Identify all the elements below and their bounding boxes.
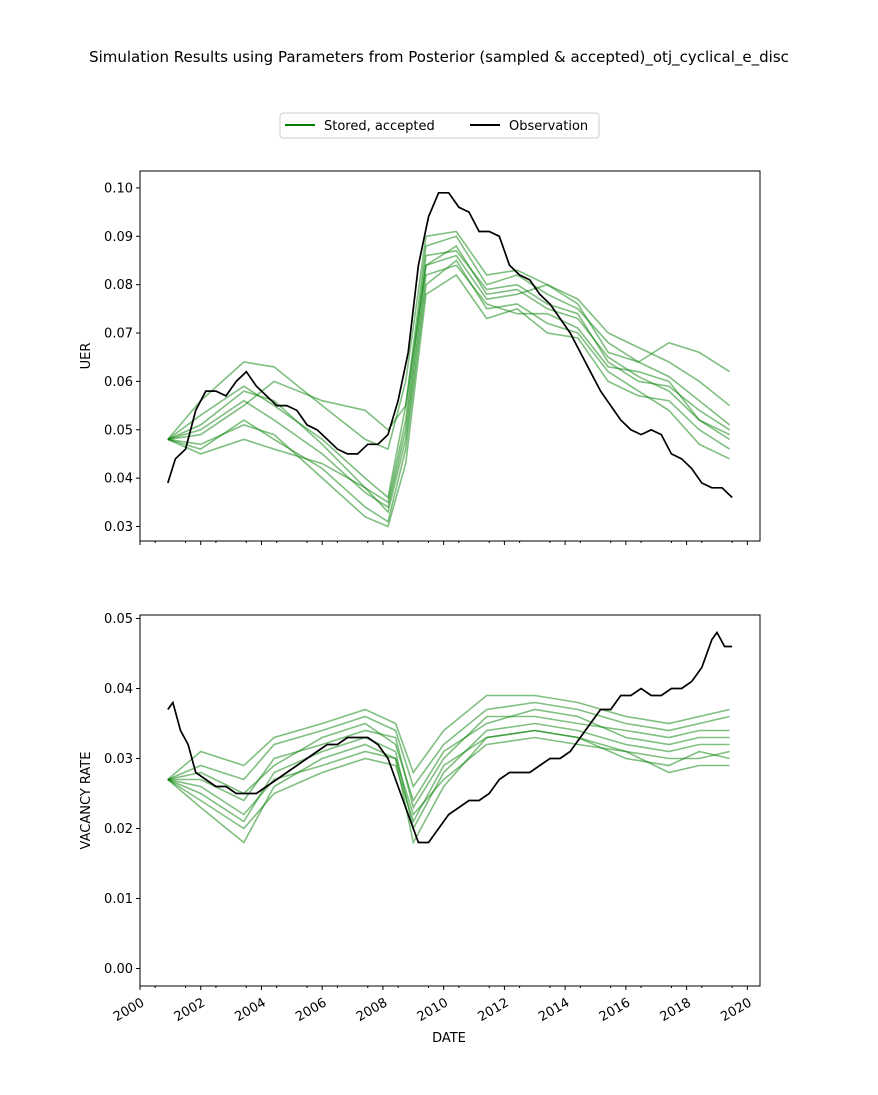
y-tick-label: 0.10 [104, 181, 133, 196]
simulated-series-line [167, 729, 730, 830]
simulated-series-line [167, 254, 731, 441]
vacancy-rate-panel: 0.00 0.01 0.02 0.03 0.04 0.05 2000 2002 2004 2006… [79, 612, 761, 1025]
x-tick-label: 2006 [293, 995, 329, 1025]
y-tick-label: 0.01 [104, 892, 133, 907]
y-axis-label: UER [79, 343, 94, 370]
y-tick-label: 0.04 [104, 682, 133, 697]
y-tick-label: 0.03 [104, 752, 133, 767]
x-tick-label: 2008 [354, 995, 390, 1025]
y-tick-label: 0.00 [104, 962, 133, 977]
y-tick-label: 0.02 [104, 822, 133, 837]
simulated-series-line [167, 264, 730, 514]
simulated-series-line [167, 249, 731, 504]
y-axis-label: VACANCY RATE [79, 752, 94, 850]
plot-frame [139, 170, 761, 542]
x-tick-label: 2016 [597, 995, 633, 1025]
y-tick-label: 0.07 [104, 327, 133, 342]
plot-frame [139, 614, 761, 987]
uer-panel: 0.03 0.04 0.05 0.06 0.07 0.08 0.09 0.10 UER [79, 170, 761, 545]
simulated-series-line [167, 230, 731, 451]
x-tick-label: 2020 [718, 995, 754, 1025]
legend: Stored, accepted Observation [279, 112, 600, 139]
x-tick-label: 2000 [111, 995, 147, 1025]
observation-series-line [166, 191, 733, 499]
x-tick-label: 2004 [233, 995, 269, 1025]
y-tick-label: 0.04 [104, 472, 133, 487]
x-tick-label: 2010 [415, 995, 451, 1025]
observation-series-line [167, 630, 733, 844]
x-tick-label: 2018 [658, 995, 694, 1025]
simulated-series-line [167, 244, 731, 509]
y-tick-label: 0.06 [104, 375, 133, 390]
simulated-series-line [167, 736, 730, 817]
y-tick-label: 0.03 [104, 520, 133, 535]
legend-label-observation: Observation [509, 119, 588, 134]
x-axis-label: DATE [432, 1031, 466, 1046]
y-tick-label: 0.09 [104, 230, 133, 245]
y-tick-label: 0.08 [104, 278, 133, 293]
simulated-series-line [167, 235, 731, 499]
y-tick-label: 0.05 [104, 423, 133, 438]
simulated-series-line [167, 273, 731, 528]
legend-label-stored-accepted: Stored, accepted [324, 119, 435, 134]
simulated-series-line [167, 694, 730, 781]
x-tick-label: 2012 [475, 995, 511, 1025]
simulated-series-line [167, 259, 730, 523]
chart-title: Simulation Results using Parameters from… [89, 48, 789, 67]
simulated-series-line [167, 701, 730, 789]
x-tick-label: 2002 [172, 995, 208, 1025]
simulated-series-line [167, 708, 730, 803]
x-tick-label: 2014 [536, 995, 572, 1025]
legend-frame [279, 112, 600, 139]
y-tick-label: 0.05 [104, 612, 133, 627]
